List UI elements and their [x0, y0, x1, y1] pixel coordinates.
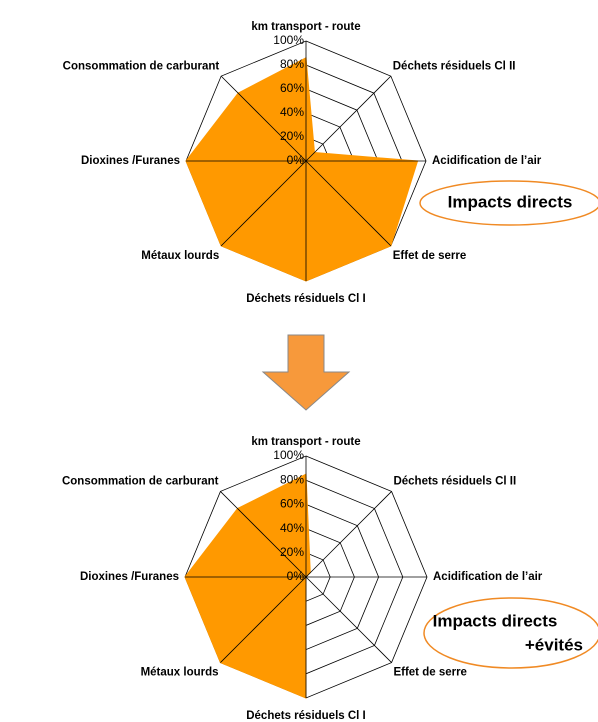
category-label: Dioxines /Furanes	[81, 155, 180, 167]
r-tick-label: 100%	[273, 448, 304, 462]
category-label: Effet de serre	[393, 250, 467, 262]
annotation: +évités	[525, 635, 583, 654]
r-tick-label: 20%	[280, 545, 304, 559]
spoke	[305, 576, 392, 663]
spoke	[305, 75, 392, 162]
spoke	[305, 160, 392, 247]
spoke	[305, 491, 392, 578]
category-label: Consommation de carburant	[62, 476, 219, 488]
category-label: Effet de serre	[393, 666, 467, 678]
annotation-ellipse	[419, 180, 598, 226]
spoke	[220, 576, 307, 663]
r-tick-label: 0%	[287, 153, 305, 167]
spoke	[220, 160, 307, 247]
category-label: Déchets résiduels Cl II	[393, 476, 516, 488]
category-label: Consommation de carburant	[63, 60, 220, 72]
spoke	[220, 75, 307, 162]
r-tick-label: 100%	[273, 33, 304, 47]
r-tick-label: 20%	[280, 129, 304, 143]
category-label: Métaux lourds	[141, 666, 219, 678]
category-label: Déchets résiduels Cl I	[246, 293, 366, 305]
category-label: Déchets résiduels Cl I	[246, 710, 366, 722]
r-tick-label: 80%	[280, 57, 304, 71]
annotation-ellipse	[423, 597, 598, 669]
annotation: Impacts directs	[448, 192, 573, 211]
down-arrow	[261, 334, 351, 411]
category-label: km transport - route	[251, 21, 360, 33]
category-label: Acidification de l’air	[433, 571, 543, 583]
spoke	[220, 491, 307, 578]
r-tick-label: 40%	[280, 521, 304, 535]
category-label: Déchets résiduels Cl II	[393, 60, 516, 72]
r-tick-label: 0%	[287, 569, 305, 583]
category-label: Acidification de l’air	[432, 155, 542, 167]
r-tick-label: 60%	[280, 81, 304, 95]
r-tick-label: 80%	[280, 472, 304, 486]
category-label: Métaux lourds	[141, 250, 219, 262]
category-label: km transport - route	[251, 436, 360, 448]
r-tick-label: 40%	[280, 105, 304, 119]
r-tick-label: 60%	[280, 497, 304, 511]
category-label: Dioxines /Furanes	[80, 571, 179, 583]
annotation: Impacts directs	[433, 611, 558, 630]
